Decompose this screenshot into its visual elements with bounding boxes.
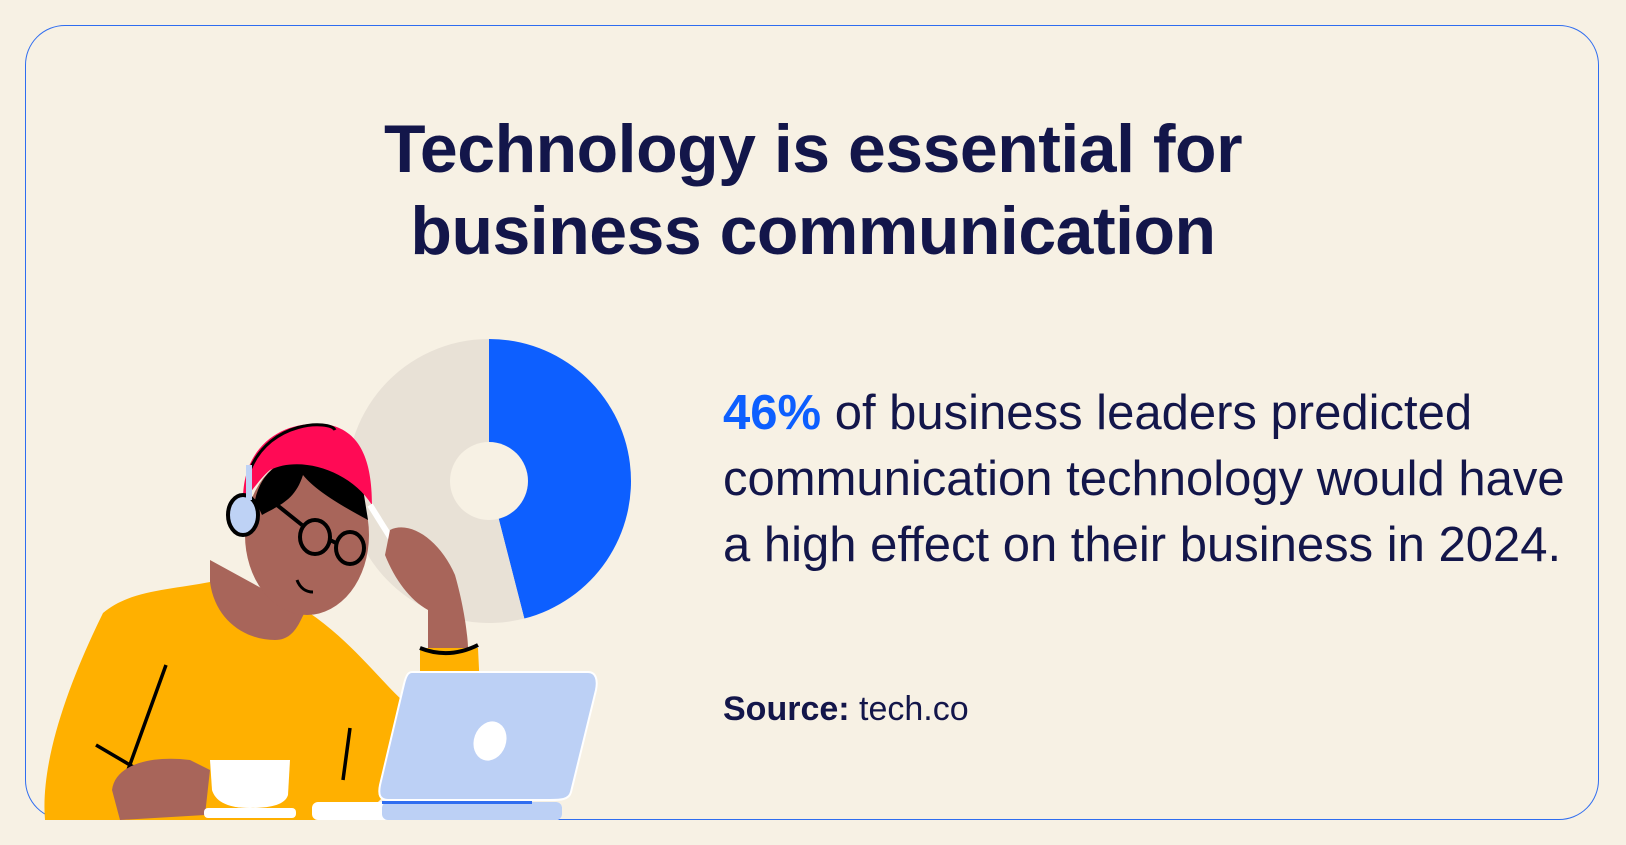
page-title: Technology is essential for business com…: [0, 108, 1626, 272]
donut-chart: [346, 339, 632, 624]
coffee-cup: [210, 760, 290, 808]
headset-ear: [226, 493, 260, 537]
source-citation: Source: tech.co: [723, 690, 969, 729]
source-label: Source:: [723, 690, 850, 728]
laptop-logo: [473, 721, 507, 761]
pie-slice-highlight: [489, 339, 632, 619]
raised-hand: [385, 527, 468, 648]
smile: [295, 579, 314, 594]
neck: [210, 560, 305, 640]
left-hand: [112, 758, 210, 820]
saucer: [204, 808, 296, 818]
title-line-2: business communication: [410, 193, 1216, 269]
beanie: [243, 423, 372, 505]
headset-band: [248, 423, 337, 471]
person-illustration: [44, 423, 598, 820]
statistic-text: 46% of business leaders predicted commun…: [723, 380, 1583, 578]
title-line-1: Technology is essential for: [383, 111, 1243, 187]
stat-percentage: 46%: [723, 386, 822, 440]
card-frame: [25, 25, 1599, 820]
glasses: [275, 503, 366, 566]
stat-description: of business leaders predicted communicat…: [723, 386, 1565, 572]
donut-hole: [450, 442, 528, 520]
source-value: tech.co: [849, 690, 969, 728]
